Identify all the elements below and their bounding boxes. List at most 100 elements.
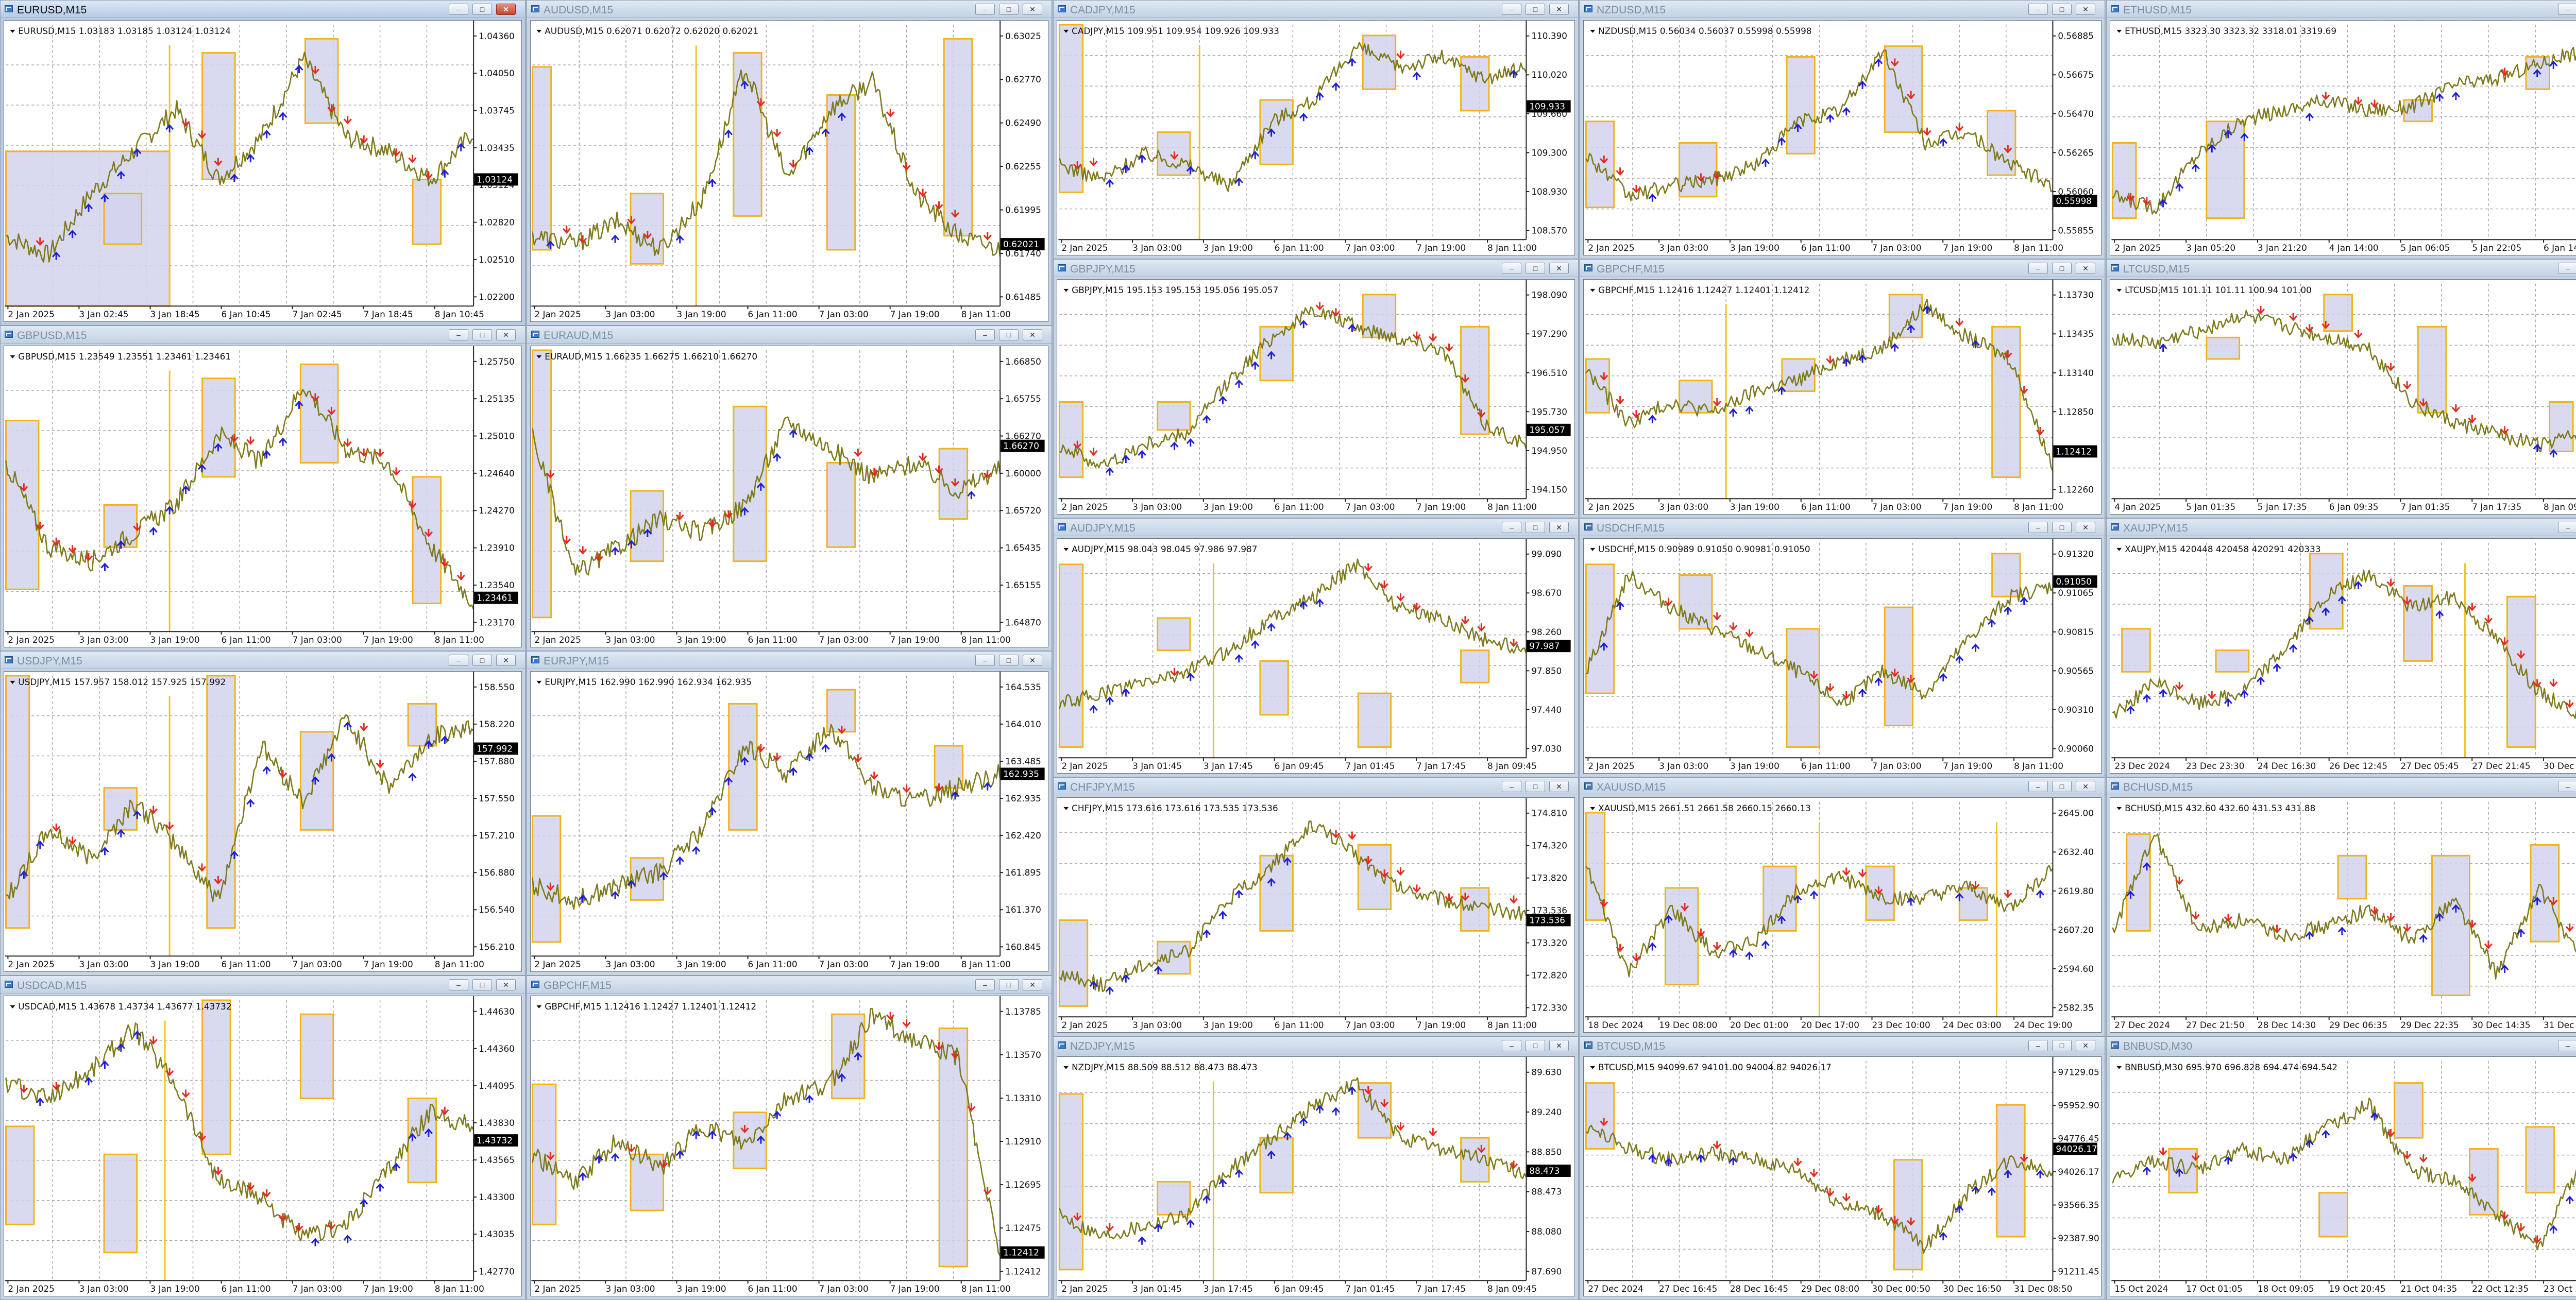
dropdown-triangle-icon[interactable] (1063, 1066, 1069, 1069)
price-chart[interactable]: 459.50453.00446.45440.00431.88426.9527 D… (2110, 797, 2576, 1033)
maximize-button[interactable]: □ (2052, 781, 2072, 792)
maximize-button[interactable]: □ (472, 979, 492, 990)
dropdown-triangle-icon[interactable] (1063, 288, 1069, 292)
close-button[interactable]: ✕ (1023, 979, 1042, 990)
price-chart[interactable]: 174.810 174.320 173.820 173.536 173.320 172.8… (1057, 797, 1575, 1033)
close-button[interactable]: ✕ (1023, 4, 1042, 15)
close-button[interactable]: ✕ (496, 979, 516, 990)
maximize-button[interactable]: □ (999, 4, 1019, 15)
price-chart[interactable]: 1.25750 1.25135 1.25010 1.24640 1.24270 1.239… (4, 346, 522, 647)
maximize-button[interactable]: □ (2052, 522, 2072, 533)
window-titlebar[interactable]: NZDJPY,M15 – □ ✕ (1054, 1037, 1578, 1054)
chart-window-gbpusd[interactable]: GBPUSD,M15 – □ ✕ 1.25750 1.25135 1.25010 1.2464… (0, 326, 526, 651)
window-titlebar[interactable]: AUDJPY,M15 – □ ✕ (1054, 519, 1578, 536)
dropdown-triangle-icon[interactable] (536, 680, 542, 684)
minimize-button[interactable]: – (449, 655, 468, 666)
chart-window-btcusd[interactable]: BTCUSD,M15– □ ✕ 97129.05 95952.90 94776.45 940… (1580, 1036, 2105, 1300)
minimize-button[interactable]: – (1502, 1040, 1521, 1051)
chart-window-cadjpy[interactable]: CADJPY,M15– □ ✕ 110.390 110.020 109.660 109.30… (1053, 0, 1579, 259)
close-button[interactable]: ✕ (1549, 522, 1569, 533)
maximize-button[interactable]: □ (472, 655, 492, 666)
window-titlebar[interactable]: CHFJPY,M15 – □ ✕ (1054, 778, 1578, 795)
price-chart[interactable]: 608.360600.710593.060585.410577.760570.1… (2110, 1056, 2576, 1296)
price-chart[interactable]: 3732.103669.403604.853542.103477.503414.… (2110, 20, 2576, 255)
dropdown-triangle-icon[interactable] (10, 355, 15, 358)
chart-window-nzdjpy[interactable]: NZDJPY,M15 – □ ✕ 89.630 89.240 88.850 88.473 88.… (1053, 1036, 1579, 1300)
maximize-button[interactable]: □ (1526, 522, 1545, 533)
price-chart[interactable]: 164.535 164.010 163.485 162.935 162.420 161.8… (530, 671, 1048, 972)
window-titlebar[interactable]: LTCUSD,M15–□✕ (2107, 260, 2576, 277)
close-button[interactable]: ✕ (1023, 329, 1042, 340)
chart-window-euraud[interactable]: EURAUD,M15 – □ ✕ 1.66850 1.65755 1.66270 1.6000… (527, 326, 1052, 651)
dropdown-triangle-icon[interactable] (10, 29, 15, 33)
minimize-button[interactable]: – (2558, 522, 2576, 533)
dropdown-triangle-icon[interactable] (10, 680, 15, 684)
window-titlebar[interactable]: EURJPY,M15 – □ ✕ (527, 652, 1052, 669)
chart-window-audjpy[interactable]: AUDJPY,M15 – □ ✕ 99.090 98.670 98.260 97.850 97.… (1053, 518, 1579, 777)
dropdown-triangle-icon[interactable] (1590, 288, 1596, 292)
minimize-button[interactable]: – (2558, 263, 2576, 274)
window-titlebar[interactable]: CADJPY,M15 – □ ✕ (1054, 1, 1578, 18)
chart-window-usdjpy[interactable]: USDJPY,M15 – □ ✕ 158.550 158.220 157.880 157.55… (0, 651, 526, 976)
dropdown-triangle-icon[interactable] (2116, 548, 2122, 551)
price-chart[interactable]: 2645.00 2632.40 2619.80 2607.20 2594.60 2582.… (1583, 797, 2102, 1033)
window-titlebar[interactable]: AUDUSD,M15 – □ ✕ (527, 1, 1052, 18)
minimize-button[interactable]: – (449, 329, 468, 340)
close-button[interactable]: ✕ (496, 655, 516, 666)
minimize-button[interactable]: – (1502, 263, 1521, 274)
chart-window-ethusd[interactable]: ETHUSD,M15–□✕3732.103669.403604.853542.1… (2106, 0, 2576, 259)
close-button[interactable]: ✕ (496, 329, 516, 340)
price-chart[interactable]: 1.13785 1.13570 1.13310 1.12910 1.12695 1.124… (530, 996, 1048, 1296)
maximize-button[interactable]: □ (2052, 263, 2072, 274)
window-titlebar[interactable]: USDJPY,M15 – □ ✕ (1, 652, 525, 669)
window-titlebar[interactable]: GBPCHF,M15 – □ ✕ (1580, 260, 2105, 277)
minimize-button[interactable]: – (1502, 522, 1521, 533)
dropdown-triangle-icon[interactable] (2116, 288, 2122, 292)
chart-window-gbpchf[interactable]: GBPCHF,M15 – □ ✕ 1.13730 1.13435 1.13140 1.1285… (1580, 259, 2105, 518)
close-button[interactable]: ✕ (2076, 781, 2095, 792)
chart-window-usdcad[interactable]: USDCAD,M15 – □ ✕ 1.44630 1.44360 1.44095 1.4383… (0, 976, 526, 1300)
dropdown-triangle-icon[interactable] (1590, 29, 1596, 33)
price-chart[interactable]: 1.66850 1.65755 1.66270 1.60000 1.65720 1.654… (530, 346, 1048, 647)
dropdown-triangle-icon[interactable] (2116, 807, 2122, 810)
maximize-button[interactable]: □ (2052, 4, 2072, 15)
price-chart[interactable]: 89.630 89.240 88.850 88.473 88.080 87.690 2 Ja… (1057, 1056, 1575, 1296)
chart-window-xauusd[interactable]: XAUUSD,M15 – □ ✕ 2645.00 2632.40 2619.80 2607.2… (1580, 777, 2105, 1036)
chart-window-audusd[interactable]: AUDUSD,M15 – □ ✕ 0.63025 0.62770 0.62490 0.6225… (527, 0, 1052, 326)
chart-window-eurjpy[interactable]: EURJPY,M15 – □ ✕ 164.535 164.010 163.485 162.93… (527, 651, 1052, 976)
chart-window-nzdusd[interactable]: NZDUSD,M15 – □ ✕ 0.56885 0.56675 0.56470 0.5626… (1580, 0, 2105, 259)
close-button[interactable]: ✕ (2076, 4, 2095, 15)
minimize-button[interactable]: – (2028, 522, 2048, 533)
price-chart[interactable]: 97129.05 95952.90 94776.45 94026.17 93566.35… (1583, 1056, 2102, 1296)
close-button[interactable]: ✕ (2076, 1040, 2095, 1051)
dropdown-triangle-icon[interactable] (10, 1005, 15, 1008)
minimize-button[interactable]: – (1502, 4, 1521, 15)
minimize-button[interactable]: – (975, 329, 995, 340)
close-button[interactable]: ✕ (1549, 4, 1569, 15)
dropdown-triangle-icon[interactable] (1063, 807, 1069, 810)
maximize-button[interactable]: □ (472, 329, 492, 340)
price-chart[interactable]: 0.91320 0.91065 0.90815 0.90565 0.90310 0.900… (1583, 538, 2102, 774)
maximize-button[interactable]: □ (1526, 4, 1545, 15)
minimize-button[interactable]: – (975, 655, 995, 666)
close-button[interactable]: ✕ (2076, 522, 2095, 533)
minimize-button[interactable]: – (449, 4, 468, 15)
window-titlebar[interactable]: USDCAD,M15 – □ ✕ (1, 976, 525, 994)
window-titlebar[interactable]: NZDUSD,M15 – □ ✕ (1580, 1, 2105, 18)
minimize-button[interactable]: – (449, 979, 468, 990)
minimize-button[interactable]: – (2028, 263, 2048, 274)
dropdown-triangle-icon[interactable] (2116, 29, 2122, 33)
minimize-button[interactable]: – (2028, 781, 2048, 792)
chart-window-usdchf[interactable]: USDCHF,M15 – □ ✕ 0.91320 0.91065 0.90815 0.9056… (1580, 518, 2105, 777)
minimize-button[interactable]: – (2558, 1040, 2576, 1051)
maximize-button[interactable]: □ (472, 4, 492, 15)
minimize-button[interactable]: – (975, 979, 995, 990)
minimize-button[interactable]: – (2558, 781, 2576, 792)
dropdown-triangle-icon[interactable] (1063, 548, 1069, 551)
window-titlebar[interactable]: GBPUSD,M15 – □ ✕ (1, 326, 525, 344)
maximize-button[interactable]: □ (2052, 1040, 2072, 1051)
chart-window-gbpjpy[interactable]: GBPJPY,M15 – □ ✕ 198.090 197.290 196.510 195.73… (1053, 259, 1579, 518)
maximize-button[interactable]: □ (1526, 781, 1545, 792)
dropdown-triangle-icon[interactable] (536, 355, 542, 358)
window-titlebar[interactable]: USDCHF,M15 – □ ✕ (1580, 519, 2105, 536)
